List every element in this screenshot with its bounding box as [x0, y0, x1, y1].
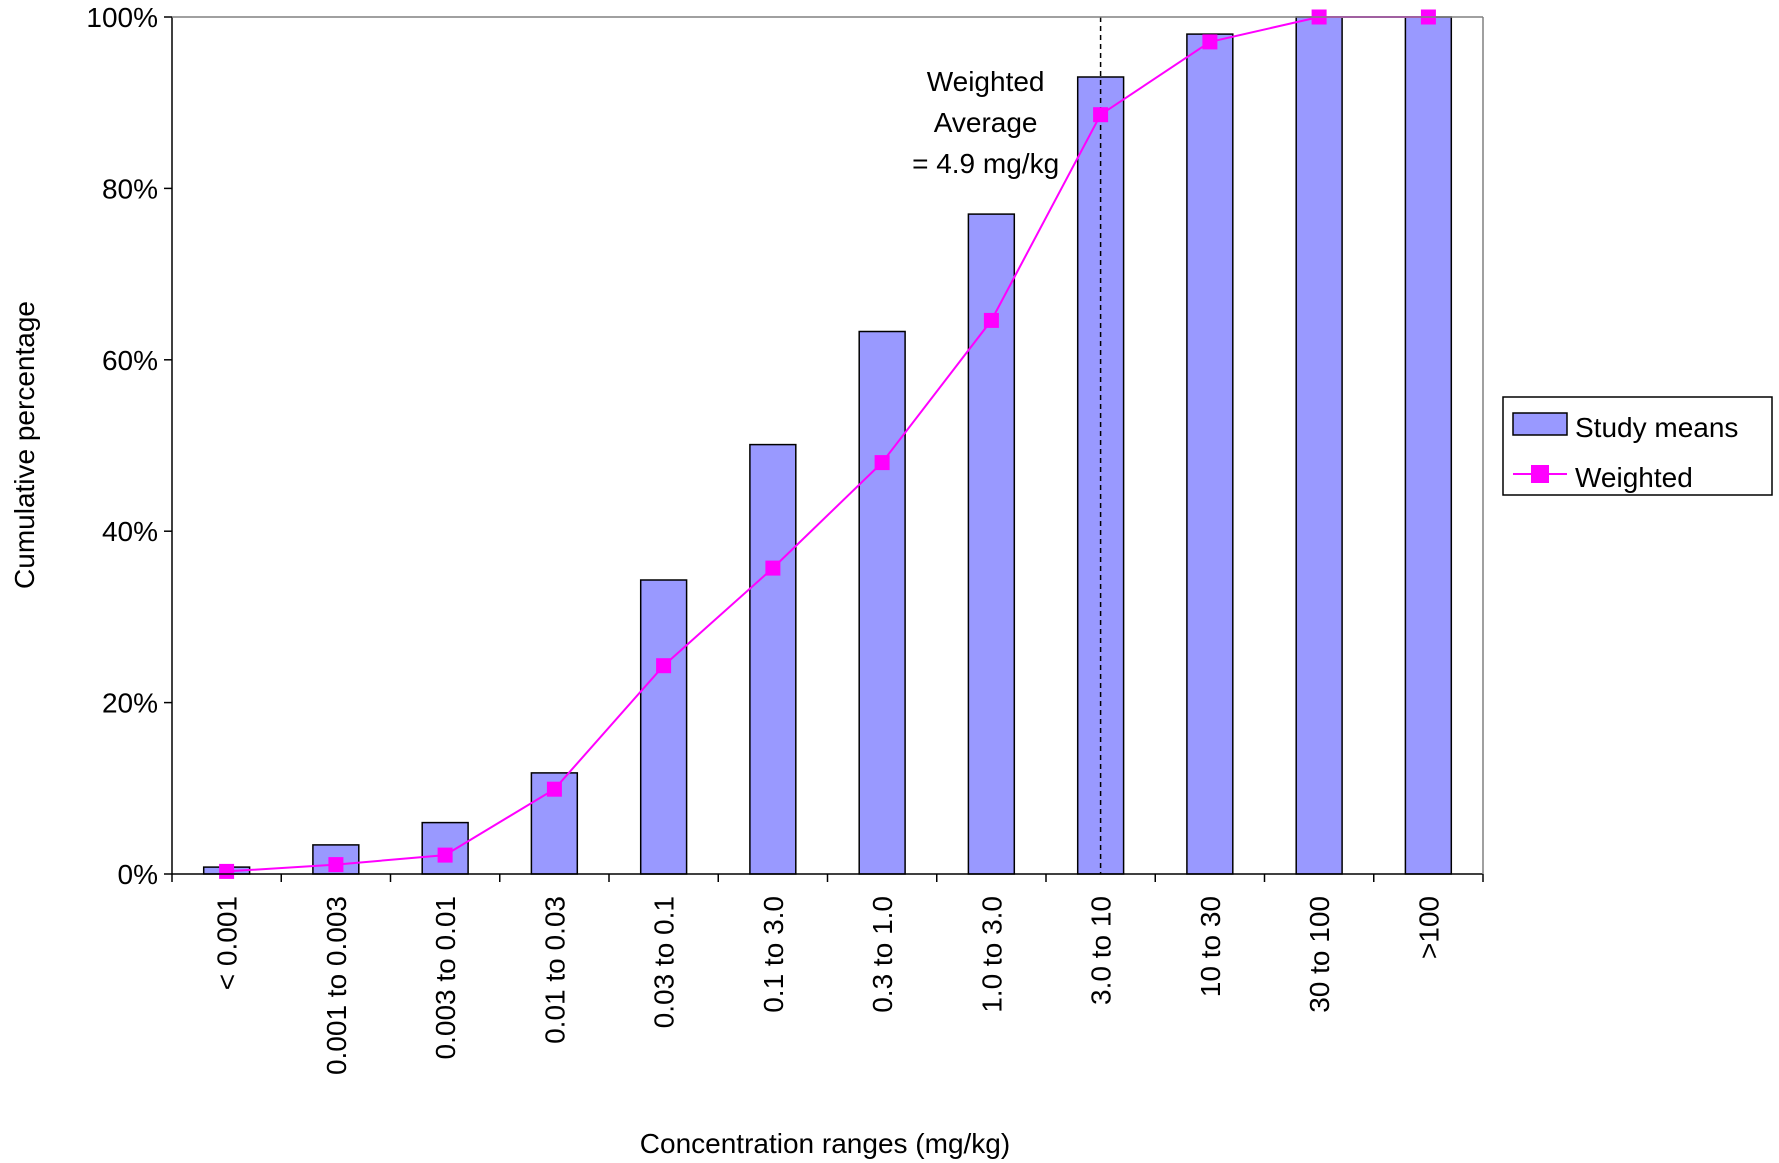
x-tick-label-8: 3.0 to 10	[1086, 896, 1117, 1005]
y-tick-label-5: 100%	[86, 2, 158, 33]
weighted-point-9	[1202, 34, 1218, 50]
weighted-point-2	[437, 847, 453, 863]
bar-6	[858, 330, 906, 875]
x-tick-label-0: < 0.001	[212, 896, 243, 990]
weighted-point-5	[765, 560, 781, 576]
bar-4	[639, 579, 688, 875]
x-tick-label-9: 10 to 30	[1195, 896, 1226, 997]
y-tick-label-1: 20%	[102, 688, 158, 719]
x-tick-label-6: 0.3 to 1.0	[867, 896, 898, 1013]
annotation-line-1: Average	[934, 107, 1038, 138]
weighted-point-4	[656, 658, 672, 674]
legend-label-weighted: Weighted	[1575, 462, 1693, 493]
x-tick-label-10: 30 to 100	[1304, 896, 1335, 1013]
axes-group: 0% 20% 40% 60% 80% 100% < 0.001 0.001 to 0.003 0…	[86, 2, 1484, 1075]
legend-marker-weighted	[1531, 465, 1549, 483]
x-tick-label-1: 0.001 to 0.003	[321, 896, 352, 1075]
x-tick-label-5: 0.1 to 3.0	[758, 896, 789, 1013]
x-tick-label-2: 0.003 to 0.01	[430, 896, 461, 1059]
bar-8	[1076, 76, 1125, 875]
x-tick-label-3: 0.01 to 0.03	[539, 896, 570, 1044]
bar-11	[1404, 16, 1453, 875]
annotation-line-2: = 4.9 mg/kg	[912, 148, 1059, 179]
y-tick-label-2: 40%	[102, 516, 158, 547]
weighted-average-annotation: Weighted Average = 4.9 mg/kg	[912, 66, 1059, 179]
weighted-line	[226, 16, 1429, 873]
weighted-point-1	[328, 857, 344, 873]
weighted-point-0	[219, 863, 235, 879]
bar-10	[1295, 16, 1343, 875]
weighted-point-7	[983, 312, 999, 328]
x-tick-label-7: 1.0 to 3.0	[976, 896, 1007, 1013]
y-tick-label-0: 0%	[118, 859, 158, 890]
weighted-point-6	[874, 455, 890, 471]
weighted-point-8	[1093, 107, 1109, 123]
x-tick-label-11: >100	[1413, 896, 1444, 959]
y-axis-title: Cumulative percentage	[9, 301, 40, 589]
y-tick-label-3: 60%	[102, 345, 158, 376]
legend-swatch-study-means	[1512, 412, 1568, 436]
weighted-series-group	[219, 9, 1436, 879]
legend-label-study-means: Study means	[1575, 412, 1738, 443]
weighted-point-3	[546, 781, 562, 797]
annotation-line-0: Weighted	[927, 66, 1045, 97]
bar-9	[1186, 33, 1234, 875]
plot-area	[172, 17, 1483, 874]
bar-5	[749, 443, 797, 875]
x-tick-label-4: 0.03 to 0.1	[649, 896, 680, 1028]
legend: Study means Weighted	[1502, 396, 1773, 496]
x-axis-title: Concentration ranges (mg/kg)	[640, 1128, 1010, 1159]
y-tick-label-4: 80%	[102, 173, 158, 204]
